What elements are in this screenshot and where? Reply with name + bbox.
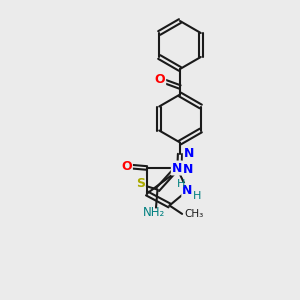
Text: O: O [121, 160, 132, 173]
Text: N: N [172, 161, 182, 175]
Text: H: H [193, 191, 201, 201]
Text: N: N [184, 147, 194, 161]
Text: N: N [182, 184, 193, 197]
Text: NH₂: NH₂ [143, 206, 166, 220]
Text: H: H [176, 178, 185, 189]
Text: O: O [154, 73, 165, 86]
Text: CH₃: CH₃ [184, 209, 204, 219]
Text: N: N [183, 163, 194, 176]
Text: S: S [136, 177, 145, 190]
